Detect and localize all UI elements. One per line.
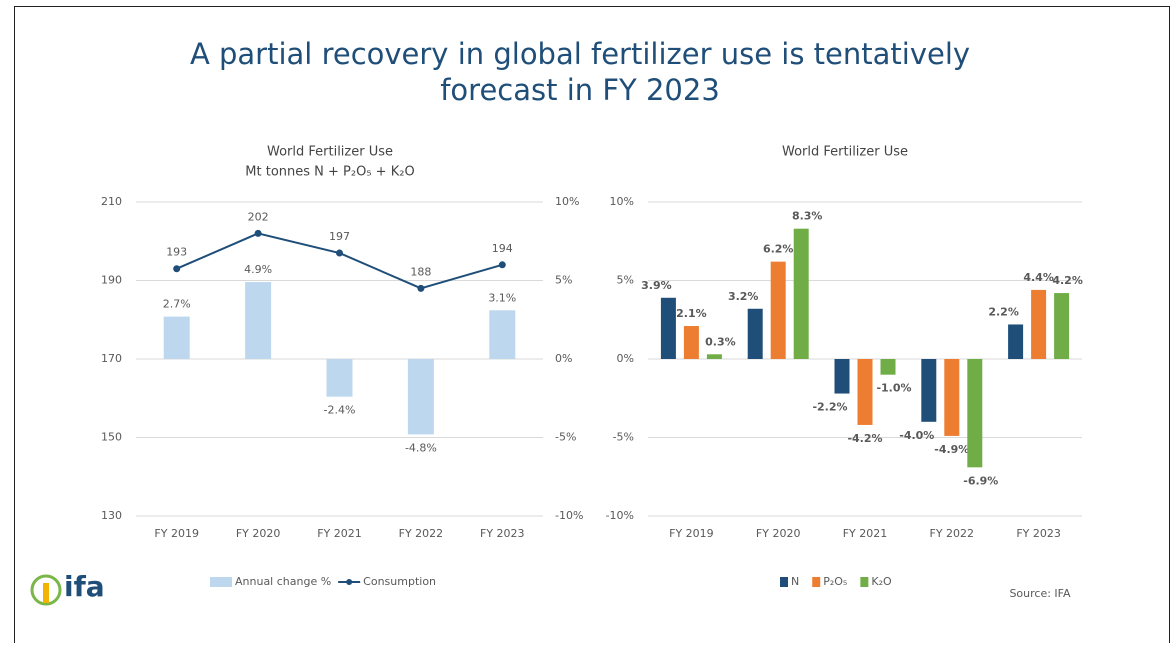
x-tick-label: FY 2022 [930,527,975,540]
y2-tick-label: -10% [555,509,583,522]
bar [1008,324,1024,359]
y2-tick-label: -5% [555,431,576,444]
bar [770,261,786,359]
data-label: 4.4% [1023,271,1054,284]
bar [967,359,983,468]
y-tick-label: 190 [101,274,122,287]
data-label: 2.1% [676,307,707,320]
data-label: 193 [166,246,187,259]
logo: ifa [30,570,105,606]
legend-label: Consumption [363,575,436,588]
y-tick-label: 150 [101,431,122,444]
data-label: 2.2% [988,305,1019,318]
bar [747,308,763,359]
data-label: 202 [248,210,269,223]
x-tick-label: FY 2019 [154,527,199,540]
y2-tick-label: 0% [555,352,572,365]
x-tick-label: FY 2023 [1016,527,1061,540]
slide-frame [14,6,1170,643]
data-label: -4.8% [405,441,437,454]
data-label: 4.9% [244,263,272,276]
data-label: 6.2% [763,243,794,256]
data-label: 3.2% [728,290,759,303]
bar [1031,289,1047,359]
logo-ring [30,574,62,606]
data-label: -4.0% [899,429,934,442]
data-label: -6.9% [963,474,998,487]
y-tick-label: 210 [101,195,122,208]
bar [921,359,937,422]
slide-title: A partial recovery in global fertilizer … [189,37,971,107]
data-label: 197 [329,230,350,243]
data-label: -4.2% [847,432,882,445]
legend-swatch [210,577,232,587]
legend-label: P₂O₅ [823,575,847,588]
x-tick-label: FY 2020 [756,527,801,540]
y-tick-label: -5% [613,431,634,444]
data-label: 2.7% [163,298,191,311]
line-marker [498,261,506,269]
data-label: -2.2% [812,401,847,414]
bar [944,359,960,436]
legend-swatch [812,577,821,587]
bar [163,316,190,359]
line-marker [173,265,181,273]
y2-tick-label: 10% [555,195,579,208]
data-label: 194 [492,242,513,255]
data-label: 0.3% [705,335,736,348]
legend-marker [346,579,353,585]
source: Source: IFA [1009,587,1071,600]
bar [880,359,896,375]
bar [683,326,699,359]
logo-stem [43,583,49,603]
chart-title: World Fertilizer Use [782,145,908,160]
data-label: -2.4% [324,404,356,417]
bar [857,359,873,425]
x-tick-label: FY 2021 [317,527,362,540]
y-tick-label: 0% [617,352,634,365]
bar [1054,293,1070,359]
bar [660,297,676,359]
legend-label: K₂O [871,575,892,588]
bar [326,359,353,397]
bar [793,228,809,359]
y-tick-label: 10% [610,195,634,208]
y-tick-label: 170 [101,352,122,365]
y-tick-label: 130 [101,509,122,522]
line-marker [254,229,262,237]
legend-swatch [780,577,788,587]
data-label: 3.1% [488,291,516,304]
data-label: 4.2% [1052,274,1083,287]
bar [834,359,850,394]
data-label: -1.0% [876,382,911,395]
bar [407,359,434,435]
line-marker [417,284,425,292]
logo-text: ifa [64,570,105,603]
data-label: 188 [410,265,431,278]
data-label: -4.9% [934,443,969,456]
chart-title: World Fertilizer Use [267,145,393,160]
y2-tick-label: 5% [555,274,572,287]
bar [706,354,722,359]
data-label: 3.9% [641,279,672,292]
y-tick-label: -10% [606,509,634,522]
legend-label: N [791,575,799,588]
x-tick-label: FY 2022 [399,527,444,540]
x-tick-label: FY 2020 [236,527,281,540]
bar [489,310,516,359]
chart-subtitle: Mt tonnes N + P₂O₅ + K₂O [245,165,414,180]
y-tick-label: 5% [617,274,634,287]
x-tick-label: FY 2023 [480,527,525,540]
x-tick-label: FY 2019 [669,527,714,540]
line-marker [336,249,343,257]
bar [245,282,272,359]
legend-label: Annual change % [235,575,331,588]
x-tick-label: FY 2021 [843,527,888,540]
legend-swatch [860,577,869,587]
data-label: 8.3% [792,210,823,223]
